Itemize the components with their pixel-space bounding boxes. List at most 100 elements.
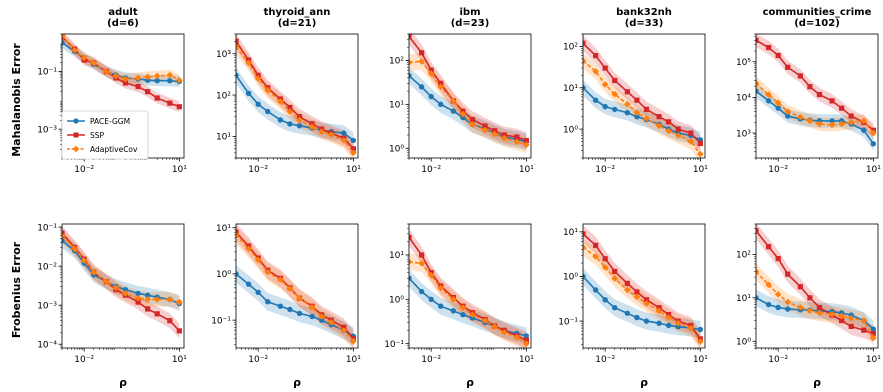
subplot-title-1-1: (d=21) <box>278 18 317 29</box>
point-pace-ggm-1-5 <box>287 121 293 127</box>
point-adaptivecov-1-2 <box>254 75 262 82</box>
y-tick-label-1-0: 10¹ <box>216 133 231 143</box>
point-adaptivecov-0-9 <box>153 72 161 80</box>
point-adaptivecov-1-6 <box>296 116 303 124</box>
point-adaptivecov-9-11 <box>870 334 877 342</box>
subplot-2: 10⁻² 10¹ 10⁰ 10¹ 10² ibm(d=23) <box>389 7 534 175</box>
point-adaptivecov-8-3 <box>611 275 619 282</box>
point-adaptivecov-2-1 <box>418 58 425 65</box>
point-adaptivecov-9-10 <box>860 317 868 324</box>
y-tick-label-5-0: 10⁻⁴ <box>37 340 57 350</box>
y-tick-label-5-3: 10⁻¹ <box>37 223 57 233</box>
point-pace-ggm-2-5 <box>460 114 466 121</box>
point-ssp-4-4 <box>797 73 803 79</box>
subplot-9: 10⁻² 10¹ 10⁰ 10¹ 10² ρ <box>736 223 881 389</box>
subplot-title-4-1: (d=102) <box>794 18 840 29</box>
y-tick-label-6-0: 10⁻¹ <box>211 316 231 326</box>
y-tick-label-5-2: 10⁻² <box>37 262 57 272</box>
point-ssp-9-0 <box>756 228 759 234</box>
point-ssp-9-9 <box>848 323 854 329</box>
point-adaptivecov-7-3 <box>437 284 445 292</box>
point-adaptivecov-9-7 <box>828 310 836 318</box>
point-ssp-5-0 <box>62 230 65 236</box>
point-adaptivecov-9-3 <box>784 298 792 306</box>
point-ssp-3-1 <box>593 53 599 59</box>
subplot-0: 10⁻² 10¹ 10⁻³ 10⁻¹ adult(d=6) <box>37 7 187 175</box>
point-ssp-8-2 <box>602 256 608 262</box>
point-adaptivecov-6-9 <box>327 318 335 326</box>
point-ssp-7-1 <box>419 252 425 258</box>
legend-label-adaptivecov: AdaptiveCov <box>90 145 138 154</box>
y-tick-label-8-1: 10⁰ <box>563 273 578 283</box>
point-adaptivecov-4-1 <box>765 91 772 98</box>
subplot-3: 10⁻² 10¹ 10⁰ 10¹ 10² bank32nh(d=33) <box>563 7 708 175</box>
point-pace-ggm-8-7 <box>656 320 662 326</box>
point-ssp-2-8 <box>492 128 498 134</box>
point-pace-ggm-5-6 <box>122 286 129 293</box>
x-tick-label-8-0: 10⁻² <box>595 355 615 365</box>
legend-label-ssp: SSP <box>90 131 105 140</box>
point-adaptivecov-4-11 <box>870 129 877 137</box>
point-pace-ggm-9-0 <box>756 295 759 301</box>
point-adaptivecov-9-5 <box>806 307 814 315</box>
point-pace-ggm-6-2 <box>255 289 261 296</box>
point-pace-ggm-1-6 <box>296 123 303 129</box>
point-ssp-7-11 <box>523 337 529 343</box>
point-ssp-8-1 <box>593 242 599 248</box>
point-ssp-3-11 <box>697 140 703 147</box>
point-adaptivecov-3-2 <box>601 81 609 88</box>
point-adaptivecov-9-6 <box>816 309 823 317</box>
point-pace-ggm-4-10 <box>861 127 867 133</box>
point-ssp-9-3 <box>785 271 791 277</box>
point-adaptivecov-0-7 <box>134 74 142 82</box>
point-adaptivecov-7-2 <box>427 271 435 279</box>
subplot-8: 10⁻² 10¹ 10⁻¹ 10⁰ 10¹ ρ <box>558 223 708 389</box>
point-adaptivecov-4-0 <box>756 79 760 87</box>
point-adaptivecov-1-7 <box>308 123 316 131</box>
point-ssp-1-0 <box>236 38 239 44</box>
band-pace-ggm-5 <box>62 233 180 311</box>
point-adaptivecov-9-4 <box>797 304 804 311</box>
point-adaptivecov-4-2 <box>774 99 782 107</box>
point-adaptivecov-1-0 <box>236 43 240 50</box>
point-pace-ggm-9-2 <box>775 304 781 311</box>
subplot-6: 10⁻² 10¹ 10⁻¹ 10⁰ 10¹ ρ <box>211 223 361 389</box>
line-adaptivecov-3 <box>583 60 702 155</box>
y-tick-label-2-1: 10¹ <box>389 101 404 111</box>
point-pace-ggm-8-2 <box>602 297 608 303</box>
point-adaptivecov-6-11 <box>350 337 357 345</box>
point-adaptivecov-1-5 <box>286 108 294 115</box>
point-adaptivecov-5-5 <box>112 284 120 292</box>
point-pace-ggm-8-3 <box>612 304 618 311</box>
point-ssp-9-2 <box>775 255 781 262</box>
band-pace-ggm-6 <box>236 265 354 345</box>
point-ssp-5-8 <box>145 306 151 312</box>
subplot-title-2-1: (d=23) <box>451 18 490 29</box>
point-ssp-2-3 <box>438 80 444 86</box>
subplot-1: 10⁻² 10¹ 10¹ 10² 10³ thyroid_ann(d=21) <box>216 7 361 175</box>
plot-area-4 <box>756 34 877 151</box>
point-adaptivecov-2-3 <box>437 83 445 91</box>
point-pace-ggm-3-4 <box>624 109 631 116</box>
point-pace-ggm-3-2 <box>602 103 608 110</box>
point-adaptivecov-7-0 <box>409 258 413 266</box>
point-ssp-9-6 <box>816 304 823 311</box>
plot-area-0 <box>62 34 183 113</box>
point-adaptivecov-6-8 <box>318 313 325 320</box>
point-adaptivecov-1-10 <box>340 137 348 144</box>
point-adaptivecov-2-5 <box>459 110 467 118</box>
point-pace-ggm-8-4 <box>624 310 631 316</box>
plot-area-5 <box>62 225 183 339</box>
point-adaptivecov-8-11 <box>697 338 704 345</box>
line-adaptivecov-7 <box>409 261 527 345</box>
y-tick-label-6-2: 10¹ <box>216 224 231 234</box>
point-pace-ggm-3-1 <box>592 97 599 103</box>
point-adaptivecov-2-9 <box>500 134 508 142</box>
point-pace-ggm-6-5 <box>287 306 293 313</box>
point-pace-ggm-8-1 <box>592 287 599 293</box>
point-ssp-2-7 <box>482 123 488 129</box>
point-adaptivecov-6-7 <box>308 303 316 311</box>
point-adaptivecov-3-0 <box>583 57 587 65</box>
point-ssp-4-9 <box>848 113 854 119</box>
point-pace-ggm-1-11 <box>350 137 357 144</box>
